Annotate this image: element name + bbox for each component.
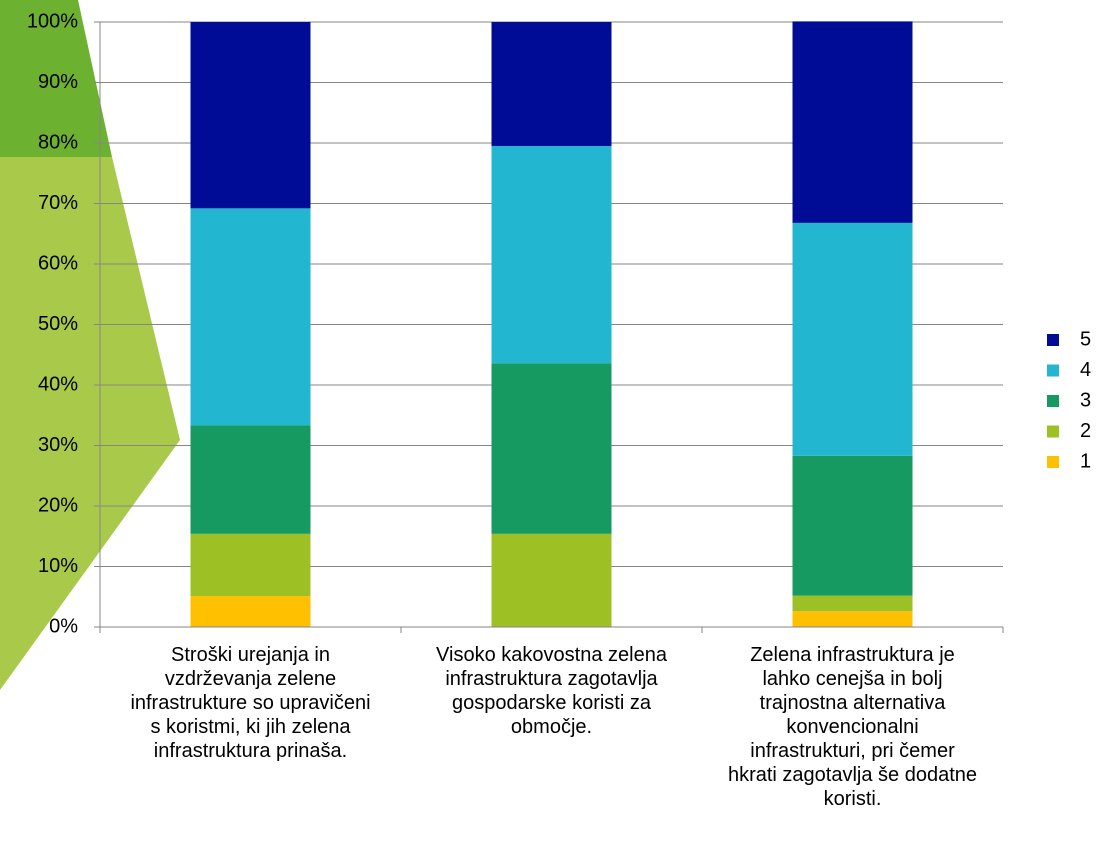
y-tick-label: 90% — [38, 71, 78, 93]
y-tick-label: 40% — [38, 373, 78, 395]
legend-swatch — [1047, 334, 1059, 346]
bar-segment — [492, 534, 612, 627]
y-tick-label: 100% — [27, 10, 78, 32]
legend-label: 3 — [1080, 389, 1091, 411]
y-tick-label: 70% — [38, 192, 78, 214]
legend-label: 2 — [1080, 420, 1091, 442]
bar-segment — [191, 22, 311, 208]
bar-segment — [793, 596, 913, 612]
bar-segment — [492, 146, 612, 363]
legend-swatch — [1047, 456, 1059, 468]
bar-segment — [191, 208, 311, 425]
page: 0% 10% 20% 30% 40% 50% 60% 70% 80% 90% 100% 1 2 3 4 5 S… — [0, 0, 1107, 852]
bar-segment — [793, 223, 913, 456]
y-tick-label: 20% — [38, 494, 78, 516]
bar-segment — [492, 22, 612, 146]
bar-segment — [793, 456, 913, 596]
y-tick-label: 60% — [38, 252, 78, 274]
decor-light — [0, 157, 180, 690]
bar-segment — [191, 534, 311, 596]
y-tick-label: 10% — [38, 555, 78, 577]
legend-swatch — [1047, 365, 1059, 377]
bar-segment — [191, 426, 311, 534]
y-tick-label: 30% — [38, 434, 78, 456]
bar-segment — [793, 611, 913, 627]
y-tick-label: 80% — [38, 131, 78, 153]
x-tick-label: Visoko kakovostna zelena infrastruktura … — [427, 643, 677, 739]
legend-swatch — [1047, 426, 1059, 438]
legend-label: 4 — [1080, 359, 1091, 381]
bar-segment — [492, 363, 612, 534]
x-tick-label: Stroški urejanja in vzdrževanja zelene i… — [126, 643, 376, 763]
bar-segment — [191, 596, 311, 627]
legend-swatch — [1047, 395, 1059, 407]
bar-segment — [793, 21, 913, 222]
y-tick-label: 50% — [38, 313, 78, 335]
x-tick-label: Zelena infrastruktura je lahko cenejša i… — [728, 643, 978, 811]
legend-label: 1 — [1080, 450, 1091, 472]
legend-label: 5 — [1080, 328, 1091, 350]
y-tick-label: 0% — [49, 615, 78, 637]
